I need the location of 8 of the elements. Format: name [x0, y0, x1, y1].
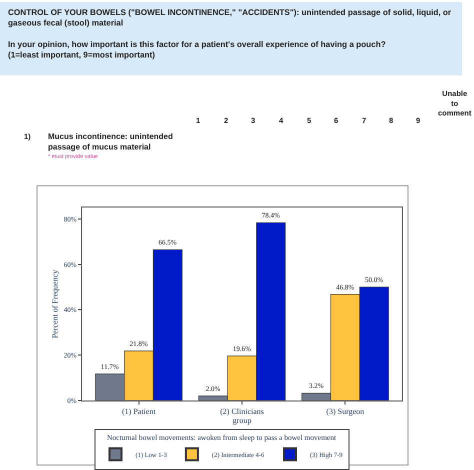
text: Mucus incontinence: unintended passage of mucus material: [48, 132, 174, 152]
x-axis-title: group: [232, 416, 252, 426]
text: CONTROL OF YOUR BOWELS ("BOWEL INCONTINENCE," "ACCIDENTS"): unintended passage of solid, liquid, or gaseous fecal (stool) material: [8, 8, 452, 28]
x-tick-label: (1) Patient: [122, 407, 156, 416]
y-axis-title: Percent of Frequency: [50, 270, 60, 338]
x-tick-label: (3) Surgeon: [326, 407, 364, 416]
text: In your opinion, how important is this factor for a patient's overall experience of having a pouch? (1=least important, 9=most important): [8, 40, 386, 60]
x-tick-label: (2) Clinicians: [220, 407, 264, 416]
